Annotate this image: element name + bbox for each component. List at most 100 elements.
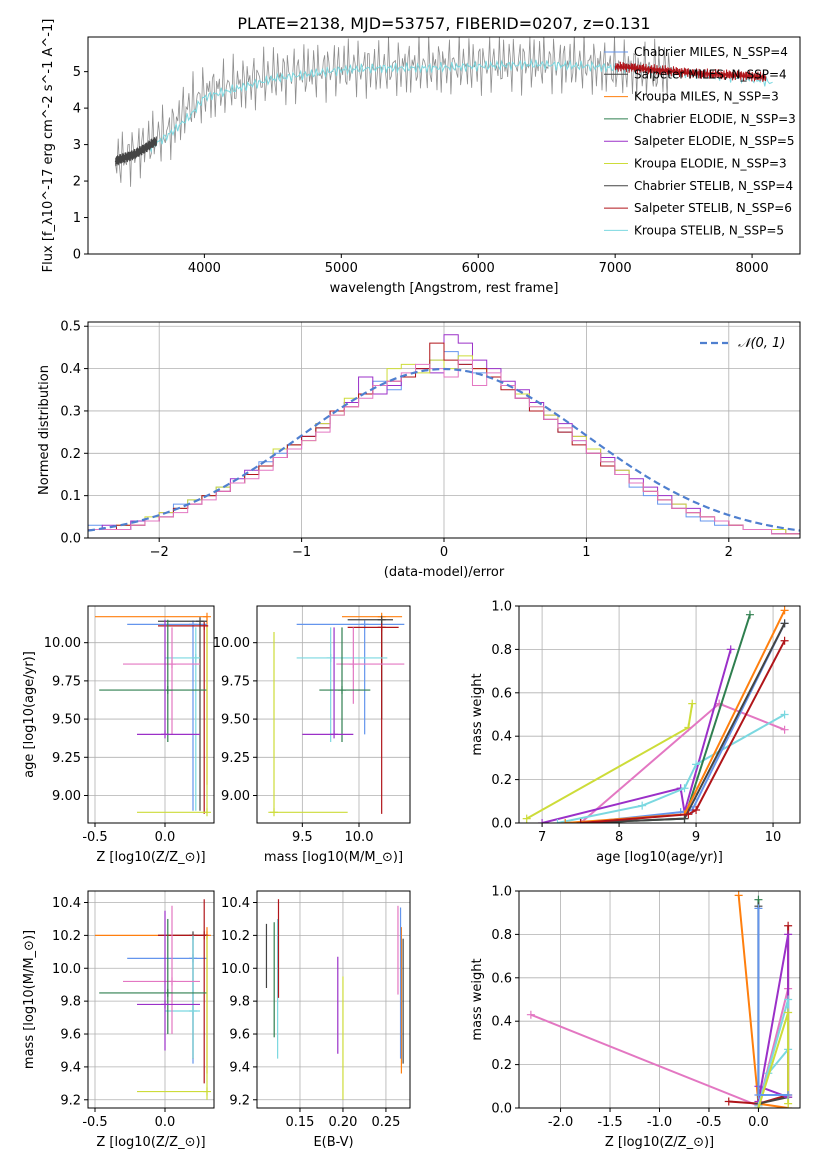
x-tick-label: -2.0	[548, 1115, 573, 1130]
x-tick-label: 5000	[325, 261, 358, 276]
axes-frame	[518, 605, 801, 824]
x-tick-label: 0.15	[286, 1115, 315, 1130]
x-axis-label: age [log10(age/yr)]	[596, 850, 723, 865]
y-tick-label: 10.2	[52, 929, 81, 944]
weight-line-7	[757, 1012, 790, 1108]
age_vs_mass-panel: 9.5 10.0 9.00 9.25 9.50 9.75 10.00 mass [log10(…	[213, 605, 411, 865]
weight-marker	[522, 814, 531, 823]
x-tick-label: -1.5	[597, 1115, 622, 1130]
x-axis-label: E(B-V)	[313, 1135, 353, 1150]
legend-label: Kroupa STELIB, N_SSP=5	[634, 223, 784, 237]
y-tick-label: 3	[73, 138, 81, 153]
y-tick-label: 9.50	[221, 713, 250, 728]
y-tick-label: 0.8	[491, 643, 512, 658]
mass_vs_ebv-panel: 0.15 0.20 0.25 9.2 9.4 9.6 9.8 10.0 10.2 10.4 E(B-…	[221, 890, 411, 1150]
x-axis-label: wavelength [Angstrom, rest frame]	[330, 281, 559, 296]
mass_weight_vs_z-panel: -2.0 -1.5 -1.0 -0.5 0.0 0.0 0.2 0.4 0.6 0.8 1.0 Z […	[470, 885, 801, 1150]
y-tick-label: 10.00	[44, 636, 81, 651]
x-tick-label: 4000	[188, 261, 221, 276]
age_vs_z-panel: -0.5 0.0 9.00 9.25 9.50 9.75 10.00 Z [log10(Z/Z…	[22, 605, 215, 865]
x-tick-label: −2	[150, 545, 169, 560]
weight-marker	[754, 1090, 763, 1099]
y-tick-label: 1.0	[491, 885, 512, 900]
weight-marker	[745, 610, 754, 619]
y-tick-label: 1.0	[491, 600, 512, 615]
scatter-point	[326, 653, 335, 662]
x-tick-label: 0.0	[748, 1115, 769, 1130]
scatter-point	[168, 977, 176, 986]
weight-marker	[726, 645, 735, 654]
y-tick-label: 0.0	[60, 532, 81, 547]
scatter-point	[330, 730, 339, 739]
y-tick-label: 0.2	[60, 447, 81, 462]
weight-line-0	[526, 703, 694, 820]
scatter-point	[191, 653, 200, 662]
legend-label: Chabrier MILES, N_SSP=4	[634, 45, 788, 59]
weight-marker	[724, 1097, 733, 1106]
weight-line-2	[541, 649, 732, 823]
weight-marker	[688, 699, 697, 708]
spectrum-panel: 4000 5000 6000 7000 8000 0 1 2 3 4 5 wavelength [An…	[41, 19, 801, 296]
x-tick-label: 0	[440, 545, 448, 560]
mass_vs_z-panel: -0.5 0.0 9.2 9.4 9.6 9.8 10.0 10.2 10.4 Z [log10(…	[22, 890, 215, 1150]
y-axis-label: Normed distribution	[37, 365, 52, 495]
x-axis-label: (data-model)/error	[384, 565, 505, 580]
age_vs_z-marks	[95, 612, 211, 817]
weight-marker	[784, 1090, 793, 1099]
spectrum-series-3	[114, 136, 157, 167]
y-tick-label: 0.0	[491, 817, 512, 832]
weight-marker	[561, 819, 570, 823]
y-tick-label: 10.0	[221, 962, 250, 977]
x-axis-label: Z [log10(Z/Z_⊙)]	[605, 1135, 714, 1150]
y-tick-label: 1	[73, 211, 81, 226]
mass_weight_vs_z-marks	[526, 891, 793, 1108]
weight-marker	[680, 784, 689, 793]
weight-marker	[780, 636, 789, 645]
mass_weight_vs_age-marks	[522, 606, 789, 823]
age_vs_mass-marks	[268, 612, 405, 817]
panels: 4000 5000 6000 7000 8000 0 1 2 3 4 5 wavelength [An…	[22, 19, 801, 1150]
legend-label: Chabrier STELIB, N_SSP=4	[634, 179, 793, 193]
x-tick-label: 10.0	[345, 830, 374, 845]
y-tick-label: 9.2	[229, 1093, 250, 1108]
residuals-legend: 𝒩(0, 1)	[700, 336, 785, 351]
x-tick-label: 10	[765, 830, 782, 845]
y-axis-label: Flux [f_λ10^-17 erg cm^-2 s^-1 A^-1]	[41, 19, 56, 273]
x-tick-label: 0.0	[155, 1115, 176, 1130]
weight-marker	[784, 930, 793, 939]
x-tick-label: 0.25	[371, 1115, 400, 1130]
y-tick-label: 0.6	[491, 686, 512, 701]
y-tick-label: 9.50	[52, 713, 81, 728]
scatter-point	[349, 660, 358, 669]
scatter-point	[200, 621, 209, 630]
y-axis-label: mass weight	[470, 958, 485, 1040]
x-tick-label: 8	[615, 830, 623, 845]
y-tick-label: 9.4	[229, 1060, 250, 1075]
scatter-point	[270, 808, 278, 817]
weight-marker	[754, 1104, 763, 1108]
y-tick-label: 0.8	[491, 928, 512, 943]
y-tick-label: 9.2	[60, 1093, 81, 1108]
axes-frame	[87, 605, 215, 824]
scatter-point	[377, 623, 386, 632]
weight-marker	[734, 891, 743, 900]
y-axis-label: mass [log10(M/M_⊙)]	[22, 930, 37, 1069]
axes-frame	[256, 890, 411, 1109]
weight-marker	[692, 760, 701, 769]
y-tick-label: 0.3	[60, 404, 81, 419]
x-tick-label: 9	[692, 830, 700, 845]
y-tick-label: 0.4	[491, 1015, 512, 1030]
weight-marker	[754, 904, 763, 913]
y-tick-label: 9.75	[221, 674, 250, 689]
weight-marker	[780, 725, 789, 734]
weight-marker	[538, 819, 547, 823]
weight-marker	[684, 810, 693, 819]
scatter-point	[338, 686, 346, 695]
legend-label: Salpeter ELODIE, N_SSP=5	[634, 134, 795, 148]
spectrum-legend: Chabrier MILES, N_SSP=4 Salpeter MILES, N…	[604, 45, 796, 237]
y-tick-label: 5	[73, 65, 81, 80]
x-tick-label: 9.5	[292, 830, 313, 845]
y-tick-label: 9.8	[229, 995, 250, 1010]
weight-marker	[576, 819, 585, 823]
